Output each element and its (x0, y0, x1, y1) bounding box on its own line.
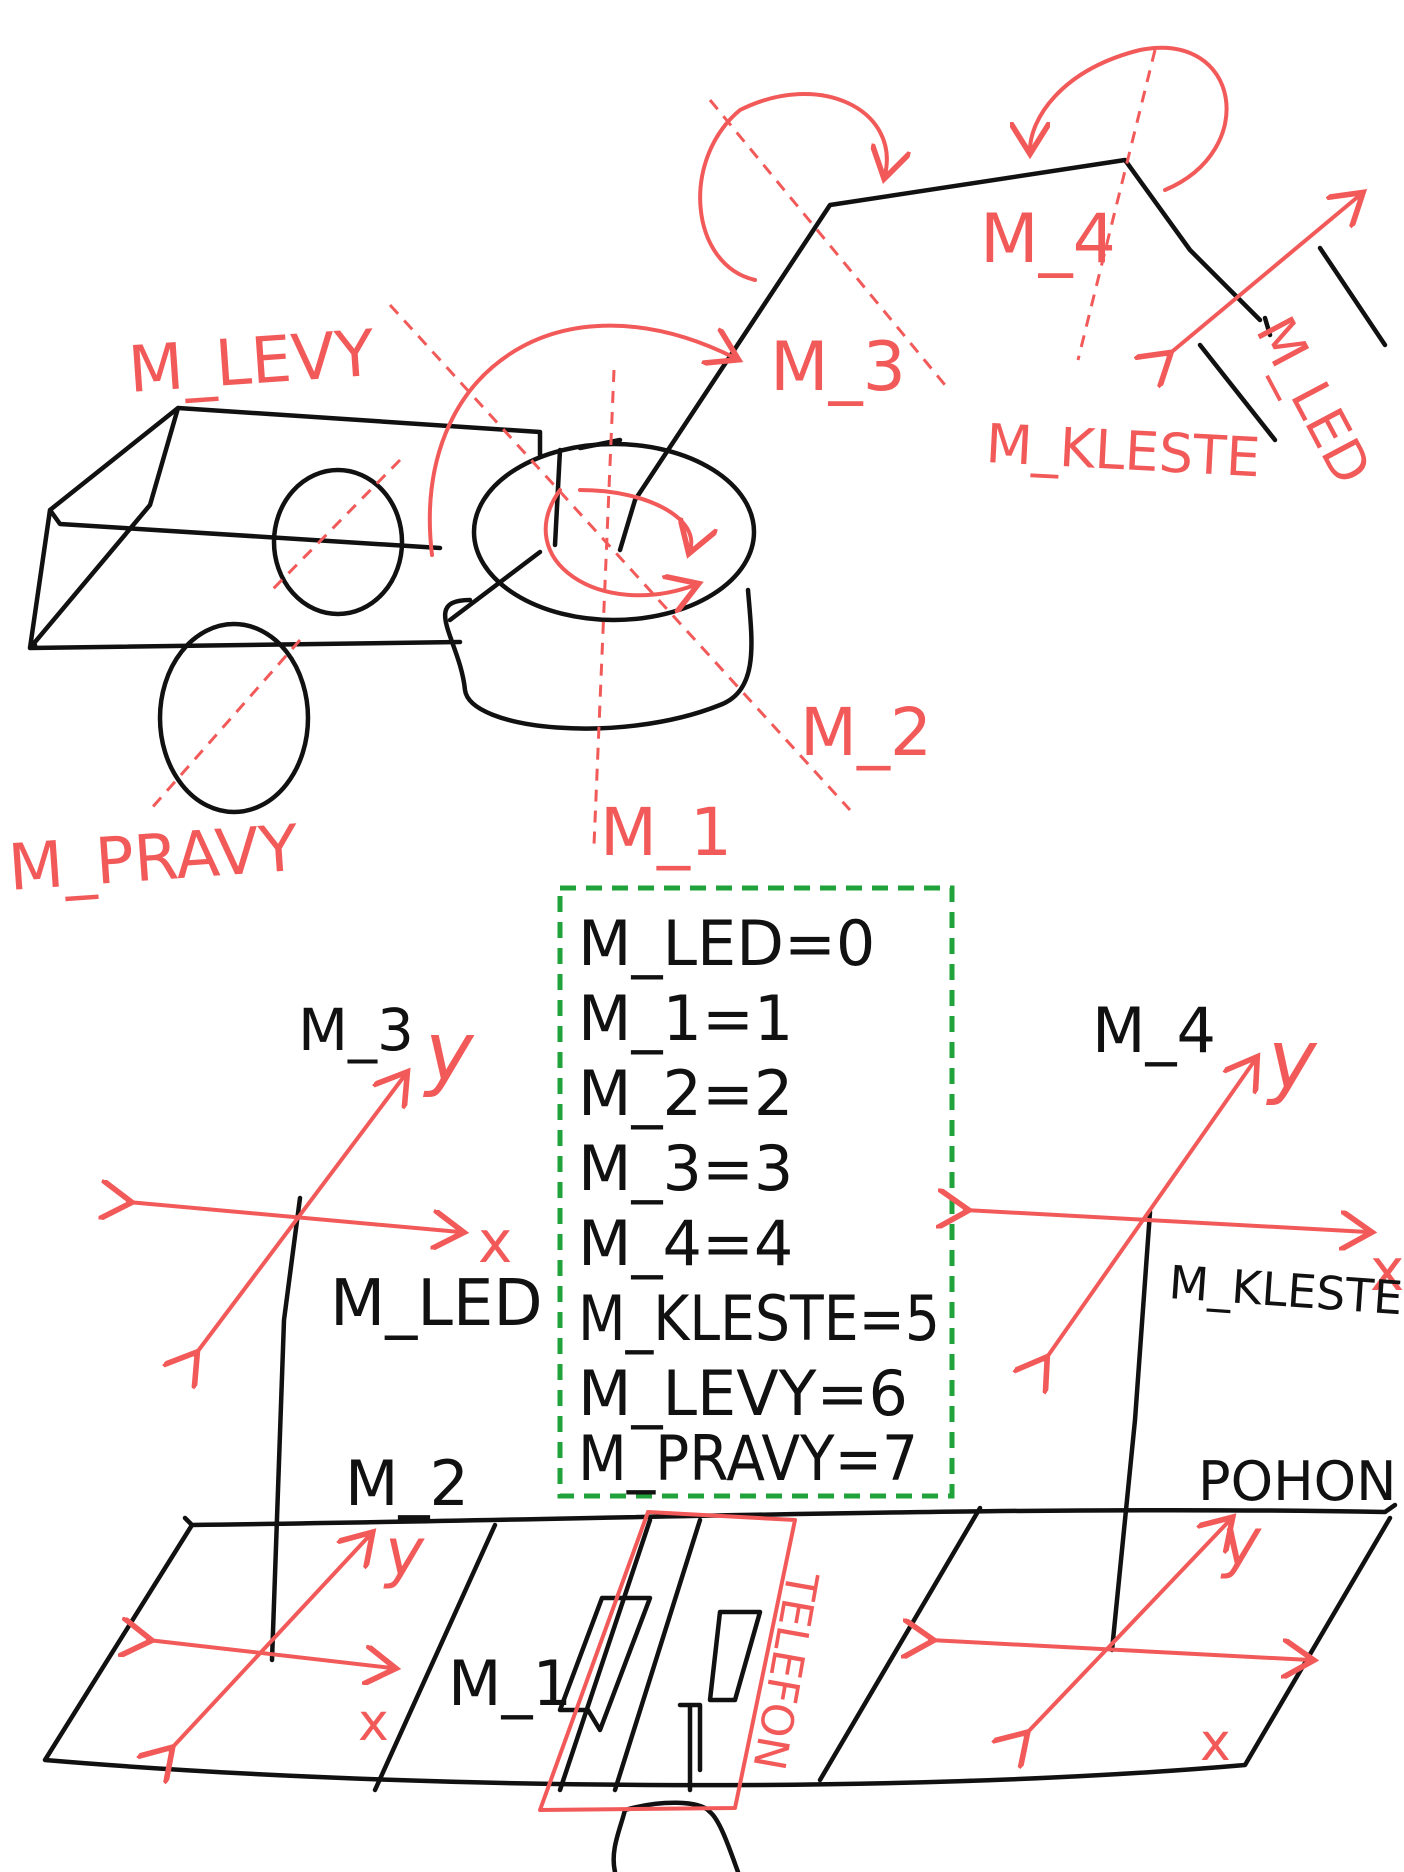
controller-plate (42, 1502, 1398, 1788)
label-center-left: M_1 (448, 1647, 572, 1720)
label-left-stick-top: M_3 (298, 996, 414, 1064)
motor-map-5: M_KLESTE=5 (578, 1282, 940, 1355)
motor-map-6: M_LEVY=6 (578, 1357, 908, 1430)
motor-map-7: M_PRAVY=7 (578, 1422, 918, 1495)
label-m-levy: M_LEVY (126, 317, 378, 408)
label-right-stick-top: M_4 (1092, 994, 1216, 1067)
controller-drawing: y x y x y x y x M_3 M_LED M_4 M_KLESTE M… (42, 994, 1404, 1872)
motor-map-4: M_4=4 (578, 1207, 793, 1280)
label-m-2: M_2 (800, 694, 932, 771)
turret-base (442, 587, 754, 731)
label-right-button: M_KLESTE (1167, 1255, 1404, 1325)
phone-outline (538, 1510, 797, 1812)
label-m-3: M_3 (770, 328, 906, 407)
label-m-1: M_1 (600, 794, 732, 871)
wheel-left (271, 467, 405, 617)
turret-top (471, 441, 757, 623)
axis-x-right-top: x (1370, 1236, 1404, 1304)
label-left-button: M_LED (330, 1267, 543, 1341)
axis-y-right-bottom: y (1220, 1504, 1262, 1581)
motor-map-0: M_LED=0 (578, 907, 875, 980)
label-m-4: M_4 (980, 200, 1116, 279)
axis-y-right-top: y (1265, 1013, 1318, 1108)
chassis (27, 405, 543, 651)
phone-icon (557, 1517, 763, 1872)
motor-map-box: M_LED=0 M_1=1 M_2=2 M_3=3 M_4=4 M_KLESTE… (557, 885, 955, 1499)
label-right-top: POHON (1198, 1450, 1397, 1513)
axis-x-left-bottom: x (358, 1693, 389, 1753)
label-left-stick-bottom: M_2 (345, 1447, 469, 1520)
robot-drawing: M_LEVY M_PRAVY M_1 M_2 M_3 M_4 M_KLESTE … (6, 45, 1388, 906)
axis-y-left-bottom: y (383, 1514, 425, 1591)
axis-x-left-top: x (478, 1208, 512, 1276)
motor-map-2: M_2=2 (578, 1057, 793, 1130)
label-m-kleste: M_KLESTE (984, 412, 1262, 489)
label-m-led: M_LED (1244, 307, 1384, 495)
wheel-right (157, 621, 311, 815)
motor-map-3: M_3=3 (578, 1132, 793, 1205)
axis-y-left-top: y (422, 1005, 475, 1100)
label-phone: TELEFON (742, 1567, 827, 1774)
motor-map-1: M_1=1 (578, 982, 793, 1055)
axis-x-right-bottom: x (1200, 1713, 1231, 1773)
label-m-pravy: M_PRAVY (6, 812, 302, 906)
arm (617, 157, 1263, 553)
